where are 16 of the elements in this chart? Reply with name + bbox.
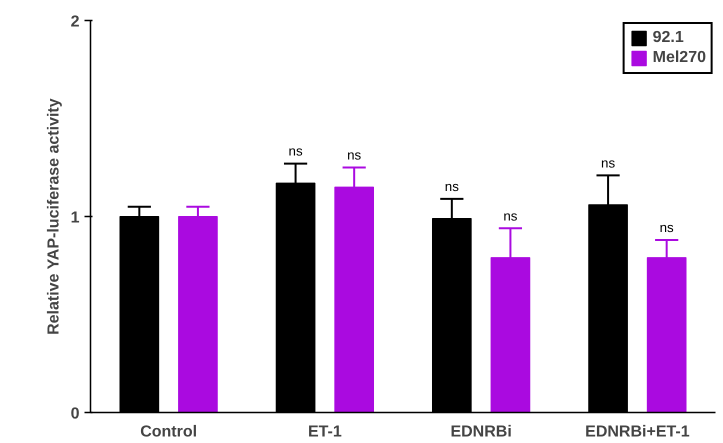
annotation: ns	[660, 220, 674, 236]
annotation: ns	[288, 144, 303, 159]
annotation: ns	[347, 148, 362, 162]
y-tick-label: 1	[70, 210, 80, 226]
y-tick-label: 2	[70, 14, 80, 30]
x-tick-label: ET-1	[308, 424, 342, 440]
x-tick-label: EDNRBi	[450, 424, 512, 440]
y-tick-label: 0	[70, 406, 80, 422]
annotation: ns	[444, 178, 460, 194]
x-tick-label: EDNRBi+ET-1	[585, 424, 690, 440]
annotation: ns	[601, 155, 616, 170]
annotation: ns	[503, 208, 518, 224]
legend-label: Mel270	[652, 49, 706, 67]
y-axis-title: Relative YAP-luciferase activity	[46, 98, 63, 335]
legend-label: 92.1	[652, 29, 684, 47]
x-tick-label: Control	[140, 424, 198, 440]
